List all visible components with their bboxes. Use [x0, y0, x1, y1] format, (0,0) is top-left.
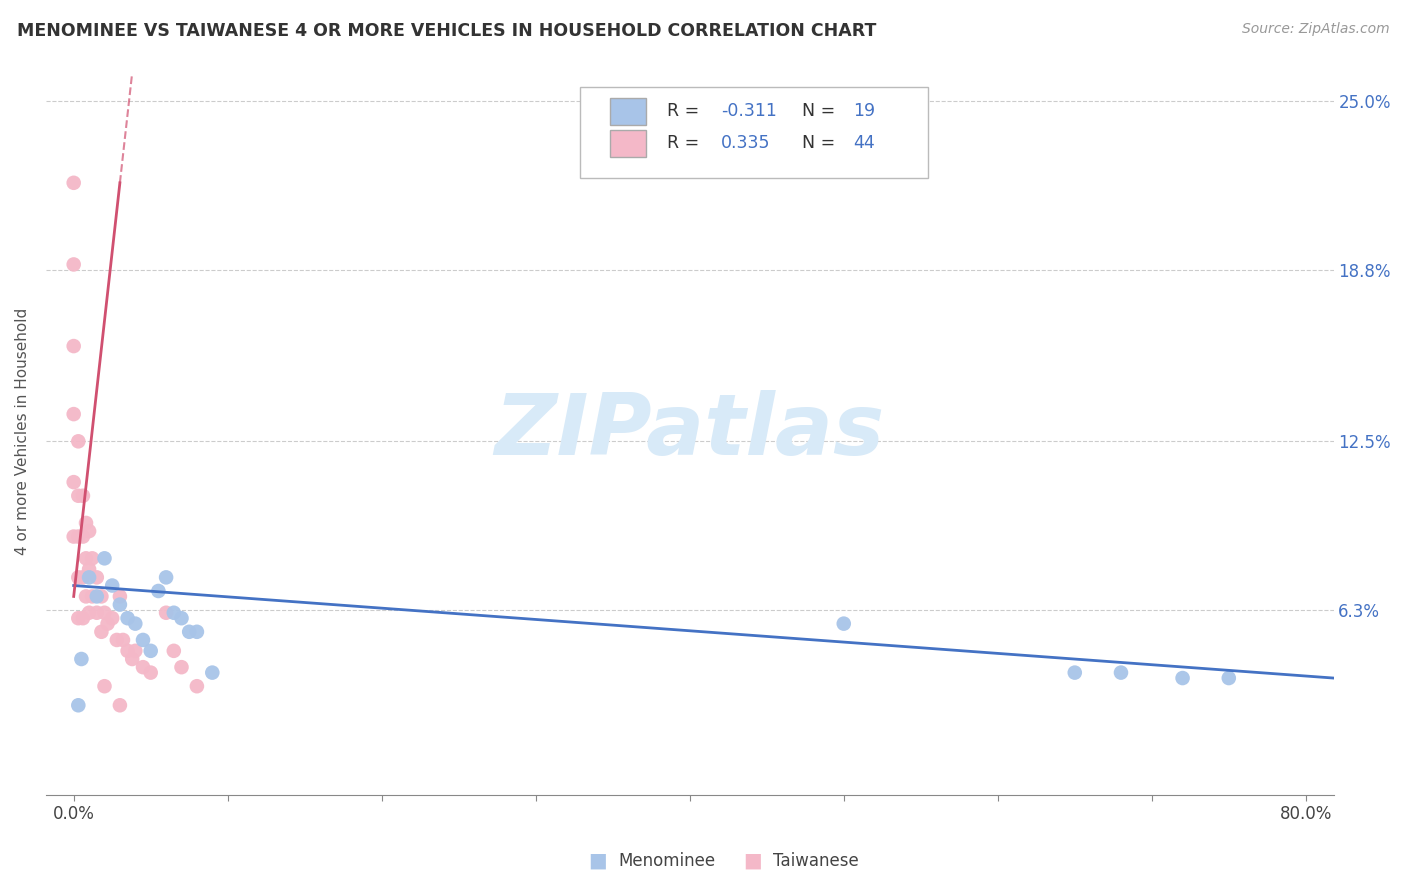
- Text: MENOMINEE VS TAIWANESE 4 OR MORE VEHICLES IN HOUSEHOLD CORRELATION CHART: MENOMINEE VS TAIWANESE 4 OR MORE VEHICLE…: [17, 22, 876, 40]
- Point: [86, 606, 108, 620]
- Text: 0.335: 0.335: [721, 135, 770, 153]
- Point: [72, 611, 94, 625]
- Point: [77, 570, 100, 584]
- Text: R =: R =: [666, 135, 704, 153]
- Point: [67, 489, 90, 503]
- Text: Menominee: Menominee: [619, 852, 716, 870]
- Point: [108, 598, 131, 612]
- Point: [117, 644, 139, 658]
- Point: [62, 257, 84, 271]
- Point: [170, 660, 193, 674]
- Point: [77, 524, 100, 538]
- FancyBboxPatch shape: [610, 129, 645, 157]
- Point: [111, 632, 134, 647]
- Text: R =: R =: [666, 103, 704, 120]
- Point: [124, 644, 146, 658]
- Point: [101, 578, 124, 592]
- FancyBboxPatch shape: [610, 97, 645, 125]
- Point: [1063, 665, 1085, 680]
- Point: [75, 516, 97, 530]
- Text: Source: ZipAtlas.com: Source: ZipAtlas.com: [1241, 22, 1389, 37]
- Point: [67, 698, 90, 713]
- Point: [170, 611, 193, 625]
- FancyBboxPatch shape: [581, 87, 928, 178]
- Point: [179, 624, 201, 639]
- Point: [1171, 671, 1194, 685]
- Point: [77, 562, 100, 576]
- Point: [86, 590, 108, 604]
- Point: [201, 665, 224, 680]
- Point: [1109, 665, 1132, 680]
- Point: [139, 665, 162, 680]
- Point: [186, 679, 208, 693]
- Text: ZIPatlas: ZIPatlas: [495, 391, 884, 474]
- Point: [132, 632, 155, 647]
- Point: [72, 570, 94, 584]
- Point: [62, 475, 84, 490]
- Point: [70, 652, 93, 666]
- Point: [121, 652, 143, 666]
- Point: [62, 176, 84, 190]
- Point: [155, 606, 177, 620]
- Point: [186, 624, 208, 639]
- Point: [93, 606, 115, 620]
- Point: [163, 606, 186, 620]
- Point: [75, 590, 97, 604]
- Point: [72, 489, 94, 503]
- Text: ▪: ▪: [588, 847, 607, 875]
- Point: [148, 584, 170, 599]
- Point: [75, 551, 97, 566]
- Text: 44: 44: [853, 135, 875, 153]
- Point: [77, 606, 100, 620]
- Point: [90, 590, 112, 604]
- Point: [62, 339, 84, 353]
- Point: [93, 679, 115, 693]
- Point: [97, 616, 120, 631]
- Text: ▪: ▪: [742, 847, 762, 875]
- Point: [832, 616, 855, 631]
- Point: [67, 570, 90, 584]
- Text: 19: 19: [853, 103, 876, 120]
- Text: N =: N =: [801, 103, 841, 120]
- Point: [108, 590, 131, 604]
- Point: [67, 434, 90, 449]
- Point: [82, 551, 104, 566]
- Point: [155, 570, 177, 584]
- Point: [124, 616, 146, 631]
- Text: -0.311: -0.311: [721, 103, 776, 120]
- Text: N =: N =: [801, 135, 841, 153]
- Point: [93, 551, 115, 566]
- Point: [117, 611, 139, 625]
- Point: [90, 624, 112, 639]
- Text: Taiwanese: Taiwanese: [773, 852, 859, 870]
- Point: [132, 660, 155, 674]
- Point: [139, 644, 162, 658]
- Point: [82, 590, 104, 604]
- Point: [1218, 671, 1240, 685]
- Point: [108, 698, 131, 713]
- Point: [163, 644, 186, 658]
- Point: [86, 570, 108, 584]
- Point: [67, 611, 90, 625]
- Point: [101, 611, 124, 625]
- Point: [67, 530, 90, 544]
- Point: [62, 407, 84, 421]
- Point: [72, 530, 94, 544]
- Point: [105, 632, 128, 647]
- Point: [62, 530, 84, 544]
- Y-axis label: 4 or more Vehicles in Household: 4 or more Vehicles in Household: [15, 308, 30, 556]
